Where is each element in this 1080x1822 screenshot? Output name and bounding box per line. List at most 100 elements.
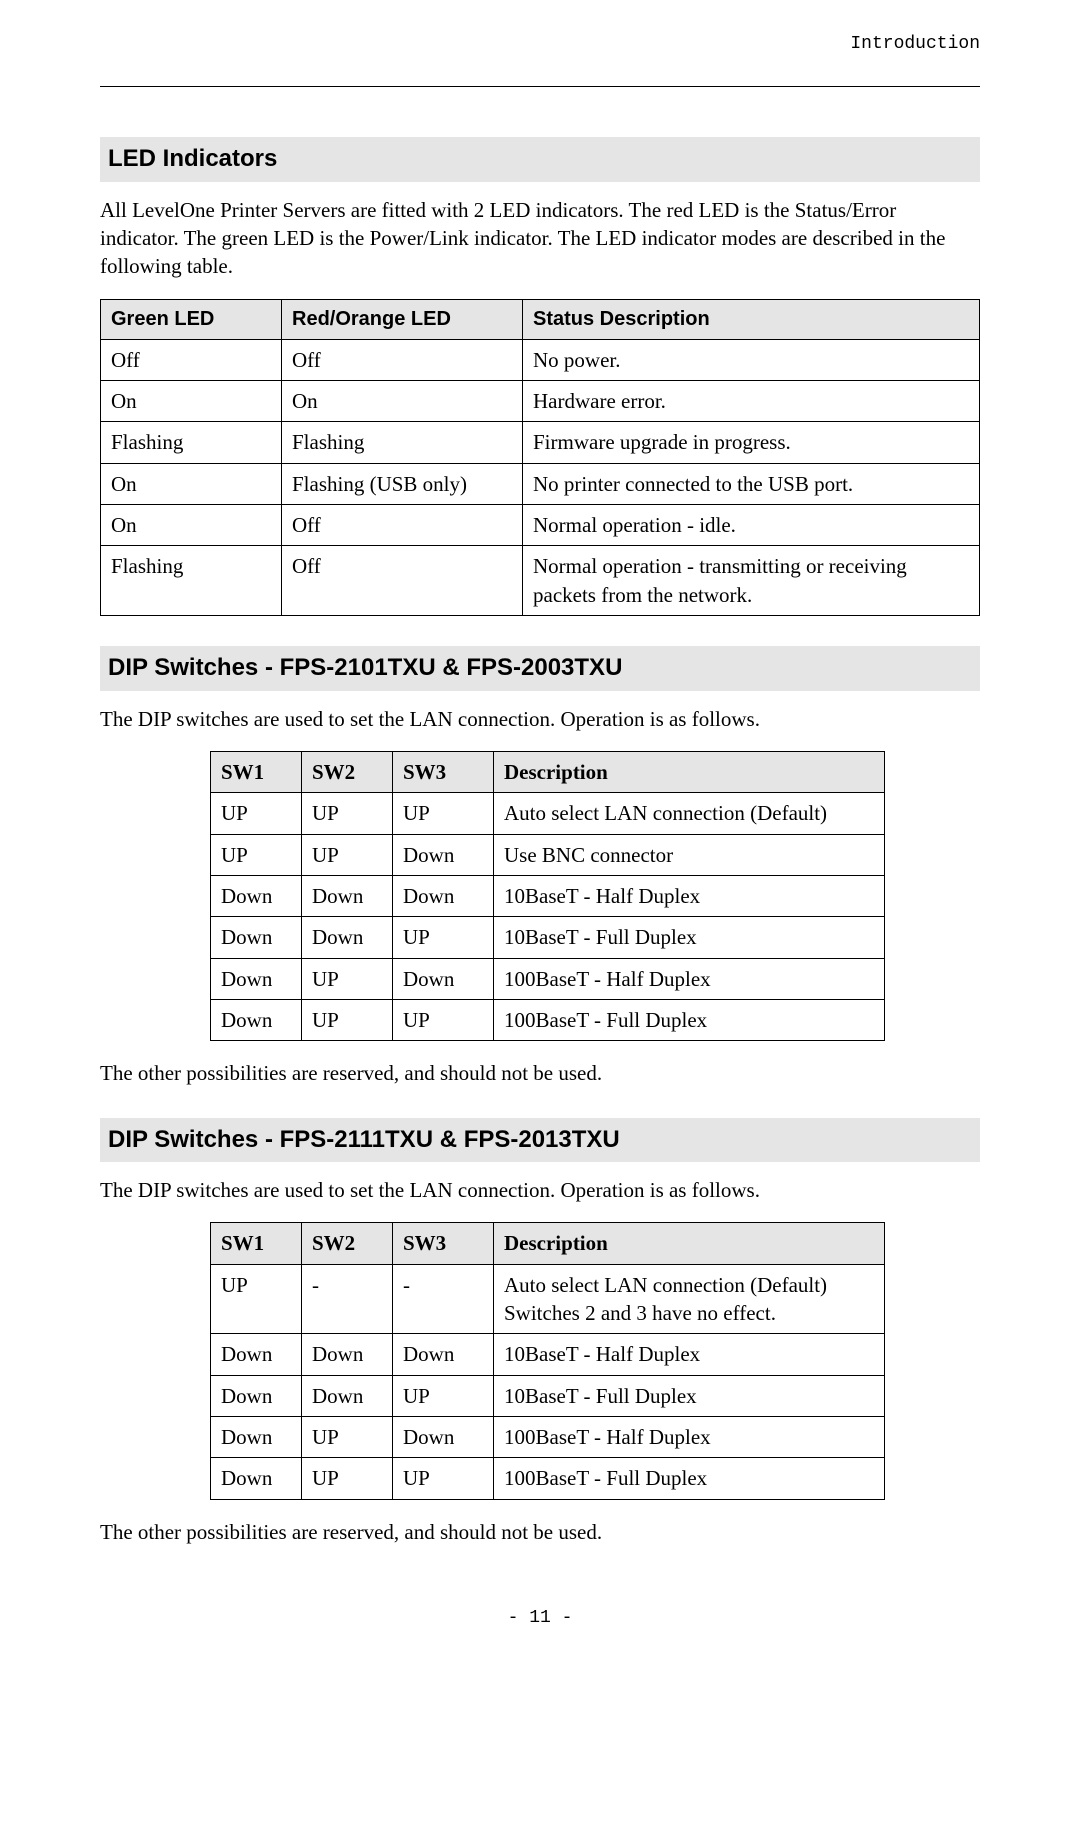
dip1-cell: UP (393, 999, 494, 1040)
dip1-row: DownDownUP10BaseT - Full Duplex (211, 917, 885, 958)
led-cell: Normal operation - idle. (523, 505, 980, 546)
dip2-cell: Auto select LAN connection (Default) Swi… (494, 1264, 885, 1334)
dip1-cell: UP (302, 793, 393, 834)
led-cell: On (101, 463, 282, 504)
led-table: Green LED Red/Orange LED Status Descript… (100, 299, 980, 616)
dip2-col-0: SW1 (211, 1223, 302, 1264)
dip1-cell: Down (211, 875, 302, 916)
led-cell: Hardware error. (523, 381, 980, 422)
dip2-cell: 100BaseT - Full Duplex (494, 1458, 885, 1499)
led-cell: No power. (523, 339, 980, 380)
section-heading-dip1: DIP Switches - FPS-2101TXU & FPS-2003TXU (100, 646, 980, 690)
dip2-row: DownUPUP100BaseT - Full Duplex (211, 1458, 885, 1499)
dip1-cell: 100BaseT - Full Duplex (494, 999, 885, 1040)
section-heading-led: LED Indicators (100, 137, 980, 181)
dip2-col-3: Description (494, 1223, 885, 1264)
section1-intro: All LevelOne Printer Servers are fitted … (100, 196, 980, 281)
led-col-1: Red/Orange LED (282, 299, 523, 339)
dip2-cell: 100BaseT - Half Duplex (494, 1417, 885, 1458)
led-row: FlashingOffNormal operation - transmitti… (101, 546, 980, 616)
dip1-cell: Use BNC connector (494, 834, 885, 875)
led-col-2: Status Description (523, 299, 980, 339)
dip2-cell: 10BaseT - Full Duplex (494, 1375, 885, 1416)
dip1-row: DownUPDown100BaseT - Half Duplex (211, 958, 885, 999)
led-cell: Flashing (USB only) (282, 463, 523, 504)
dip2-cell: Down (302, 1375, 393, 1416)
header-right: Introduction (850, 34, 980, 54)
dip1-cell: UP (302, 834, 393, 875)
dip1-cell: Down (211, 999, 302, 1040)
dip1-cell: UP (211, 793, 302, 834)
dip1-cell: UP (211, 834, 302, 875)
dip2-cell: UP (302, 1458, 393, 1499)
dip2-cell: Down (211, 1458, 302, 1499)
led-cell: Off (101, 339, 282, 380)
page-number: - 11 - (100, 1606, 980, 1630)
dip2-row: DownDownDown10BaseT - Half Duplex (211, 1334, 885, 1375)
dip2-table: SW1 SW2 SW3 Description UP--Auto select … (210, 1222, 885, 1499)
led-cell: Normal operation - transmitting or recei… (523, 546, 980, 616)
led-row: OnOffNormal operation - idle. (101, 505, 980, 546)
dip2-row: UP--Auto select LAN connection (Default)… (211, 1264, 885, 1334)
section-heading-dip2: DIP Switches - FPS-2111TXU & FPS-2013TXU (100, 1118, 980, 1162)
dip2-col-2: SW3 (393, 1223, 494, 1264)
led-row: FlashingFlashingFirmware upgrade in prog… (101, 422, 980, 463)
dip2-cell: Down (211, 1375, 302, 1416)
dip1-col-3: Description (494, 751, 885, 792)
dip1-cell: Down (302, 917, 393, 958)
led-cell: Off (282, 505, 523, 546)
led-col-0: Green LED (101, 299, 282, 339)
led-cell: Off (282, 546, 523, 616)
dip1-cell: Down (302, 875, 393, 916)
dip1-col-2: SW3 (393, 751, 494, 792)
dip2-cell: Down (393, 1334, 494, 1375)
led-cell: On (282, 381, 523, 422)
section3-outro: The other possibilities are reserved, an… (100, 1518, 980, 1546)
section3-intro: The DIP switches are used to set the LAN… (100, 1176, 980, 1204)
dip1-cell: Down (211, 917, 302, 958)
dip1-cell: UP (393, 793, 494, 834)
dip1-cell: Auto select LAN connection (Default) (494, 793, 885, 834)
dip1-cell: UP (302, 958, 393, 999)
dip1-row: UPUPUPAuto select LAN connection (Defaul… (211, 793, 885, 834)
dip1-col-1: SW2 (302, 751, 393, 792)
section2-intro: The DIP switches are used to set the LAN… (100, 705, 980, 733)
dip1-row: DownDownDown10BaseT - Half Duplex (211, 875, 885, 916)
led-row: OnOnHardware error. (101, 381, 980, 422)
dip1-table: SW1 SW2 SW3 Description UPUPUPAuto selec… (210, 751, 885, 1041)
led-cell: Flashing (101, 422, 282, 463)
dip1-cell: Down (393, 958, 494, 999)
dip2-cell: Down (211, 1417, 302, 1458)
dip2-cell: UP (393, 1375, 494, 1416)
dip2-row: DownDownUP10BaseT - Full Duplex (211, 1375, 885, 1416)
dip2-cell: UP (211, 1264, 302, 1334)
led-cell: Firmware upgrade in progress. (523, 422, 980, 463)
dip1-cell: Down (393, 834, 494, 875)
led-cell: Flashing (282, 422, 523, 463)
dip2-cell: UP (302, 1417, 393, 1458)
dip1-cell: 10BaseT - Half Duplex (494, 875, 885, 916)
dip1-row: DownUPUP100BaseT - Full Duplex (211, 999, 885, 1040)
dip1-cell: UP (393, 917, 494, 958)
dip2-cell: - (302, 1264, 393, 1334)
section2-outro: The other possibilities are reserved, an… (100, 1059, 980, 1087)
led-cell: Off (282, 339, 523, 380)
dip1-row: UPUPDownUse BNC connector (211, 834, 885, 875)
led-row: OffOffNo power. (101, 339, 980, 380)
dip2-cell: UP (393, 1458, 494, 1499)
dip2-cell: - (393, 1264, 494, 1334)
dip1-col-0: SW1 (211, 751, 302, 792)
led-cell: No printer connected to the USB port. (523, 463, 980, 504)
led-cell: On (101, 381, 282, 422)
dip1-cell: Down (211, 958, 302, 999)
dip2-row: DownUPDown100BaseT - Half Duplex (211, 1417, 885, 1458)
dip2-cell: Down (393, 1417, 494, 1458)
dip1-cell: 10BaseT - Full Duplex (494, 917, 885, 958)
dip1-cell: UP (302, 999, 393, 1040)
dip2-cell: Down (211, 1334, 302, 1375)
dip2-cell: Down (302, 1334, 393, 1375)
led-cell: On (101, 505, 282, 546)
dip1-cell: 100BaseT - Half Duplex (494, 958, 885, 999)
led-cell: Flashing (101, 546, 282, 616)
dip2-cell: 10BaseT - Half Duplex (494, 1334, 885, 1375)
